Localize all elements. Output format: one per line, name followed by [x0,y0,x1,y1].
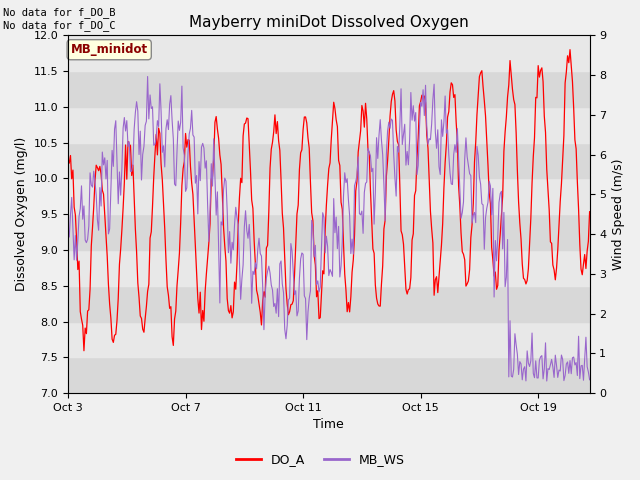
Text: No data for f_DO_C: No data for f_DO_C [3,20,116,31]
Bar [68,322,589,357]
Y-axis label: Wind Speed (m/s): Wind Speed (m/s) [612,158,625,270]
Text: MB_minidot: MB_minidot [70,43,148,56]
Y-axis label: Dissolved Oxygen (mg/l): Dissolved Oxygen (mg/l) [15,137,28,291]
Bar [68,71,589,107]
Bar [68,214,589,250]
Bar [68,357,589,393]
Bar [68,107,589,143]
Bar [68,179,589,214]
X-axis label: Time: Time [314,419,344,432]
Bar [68,36,589,71]
Text: No data for f_DO_B: No data for f_DO_B [3,7,116,18]
Bar [68,143,589,179]
Bar [68,250,589,286]
Bar [68,286,589,322]
Title: Mayberry miniDot Dissolved Oxygen: Mayberry miniDot Dissolved Oxygen [189,15,468,30]
Legend: DO_A, MB_WS: DO_A, MB_WS [230,448,410,471]
